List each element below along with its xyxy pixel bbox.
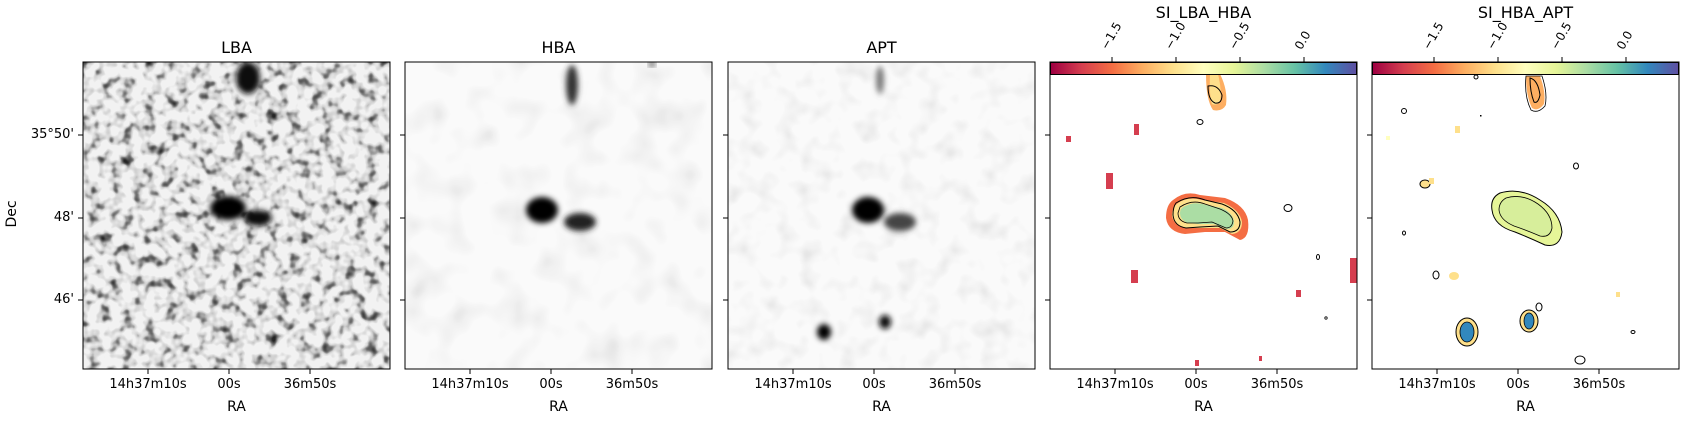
panel-title-si-lba-hba: SI_LBA_HBA (1155, 3, 1252, 22)
panel-title-apt: APT (866, 38, 897, 57)
x-tick-label: 36m50s (1250, 377, 1304, 392)
x-tick-label: 14h37m10s (1076, 377, 1154, 392)
y-tick-label: 48' (53, 210, 74, 225)
x-tick-label: 00s (217, 377, 241, 392)
apt-image (728, 62, 1035, 369)
x-tick-label: 00s (1184, 377, 1208, 392)
x-tick-label: 36m50s (928, 377, 982, 392)
x-tick-label: 14h37m10s (1398, 377, 1476, 392)
y-tick-label: 46' (53, 292, 74, 307)
lba-image (83, 62, 390, 369)
x-axis-label: RA (549, 399, 568, 415)
x-tick-label: 00s (1506, 377, 1530, 392)
x-tick-label: 14h37m10s (109, 377, 187, 392)
x-tick-label: 14h37m10s (754, 377, 832, 392)
si-hba-apt-map (1372, 62, 1679, 369)
x-axis-label: RA (872, 399, 891, 415)
x-axis-label: RA (1516, 399, 1535, 415)
x-tick-marks (147, 369, 1600, 374)
cbar-tick-marks (1111, 57, 1627, 62)
x-tick-label: 00s (539, 377, 563, 392)
panel-title-si-hba-apt: SI_HBA_APT (1477, 3, 1574, 22)
x-axis-label: RA (1194, 399, 1213, 415)
x-tick-label: 36m50s (283, 377, 337, 392)
x-axis-label: RA (227, 399, 246, 415)
x-tick-label: 36m50s (605, 377, 659, 392)
panel-title-lba: LBA (221, 38, 252, 57)
panel-title-hba: HBA (541, 38, 576, 57)
si-lba-hba-colorbar (1050, 62, 1357, 75)
si-lba-hba-map (1050, 62, 1357, 369)
x-tick-label: 14h37m10s (431, 377, 509, 392)
y-tick-marks (78, 134, 1372, 301)
y-tick-label: 35°50' (30, 127, 74, 142)
x-tick-label: 00s (862, 377, 886, 392)
hba-image (405, 62, 712, 369)
si-hba-apt-colorbar (1372, 62, 1679, 75)
x-tick-label: 36m50s (1572, 377, 1626, 392)
